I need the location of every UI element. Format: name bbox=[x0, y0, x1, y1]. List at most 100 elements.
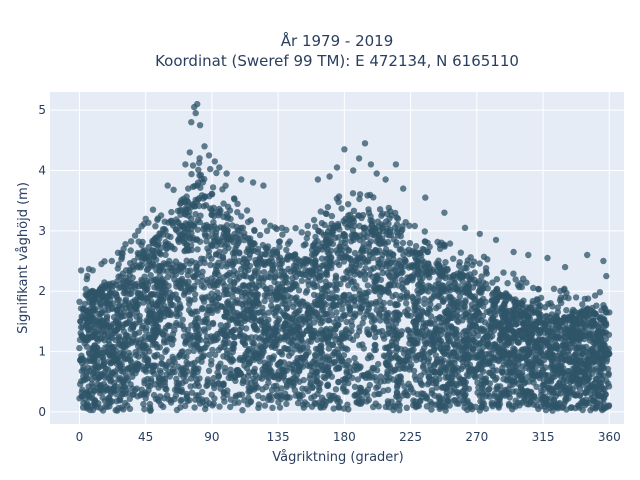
data-point bbox=[185, 288, 193, 295]
data-point bbox=[576, 392, 584, 399]
data-point bbox=[360, 230, 367, 237]
data-point bbox=[305, 305, 313, 312]
data-point bbox=[156, 267, 163, 275]
data-point bbox=[130, 322, 137, 329]
data-point bbox=[278, 385, 285, 392]
data-point bbox=[203, 382, 210, 390]
data-point bbox=[206, 351, 213, 358]
data-point bbox=[187, 267, 194, 274]
data-point bbox=[150, 367, 157, 374]
data-point bbox=[450, 300, 457, 307]
data-point bbox=[459, 278, 466, 285]
data-point bbox=[148, 298, 155, 305]
data-point bbox=[196, 238, 204, 245]
data-point bbox=[199, 305, 206, 313]
data-point bbox=[405, 380, 412, 387]
data-point bbox=[135, 362, 142, 369]
data-point bbox=[221, 313, 228, 320]
data-point bbox=[208, 206, 215, 214]
data-point bbox=[81, 357, 88, 364]
data-point bbox=[284, 321, 291, 328]
data-point bbox=[376, 291, 384, 299]
data-point bbox=[539, 368, 546, 375]
data-point bbox=[571, 345, 578, 352]
data-point bbox=[239, 338, 246, 346]
data-point bbox=[242, 351, 249, 358]
data-point bbox=[302, 289, 310, 296]
data-point bbox=[171, 358, 178, 366]
data-point bbox=[255, 282, 262, 289]
data-point bbox=[490, 341, 498, 348]
data-point bbox=[372, 341, 379, 349]
data-point bbox=[333, 274, 340, 281]
data-point bbox=[357, 387, 364, 394]
data-point bbox=[335, 234, 342, 241]
data-point bbox=[504, 376, 511, 383]
data-point bbox=[441, 308, 449, 316]
data-point bbox=[265, 396, 272, 404]
data-point bbox=[314, 272, 321, 279]
data-point bbox=[217, 330, 224, 337]
data-point bbox=[286, 285, 293, 292]
data-point bbox=[385, 309, 392, 317]
data-point bbox=[98, 362, 105, 369]
data-point bbox=[359, 247, 367, 255]
data-point bbox=[240, 282, 247, 289]
data-point bbox=[602, 309, 610, 316]
data-point bbox=[289, 275, 296, 282]
data-point bbox=[354, 376, 362, 383]
data-point bbox=[307, 269, 314, 276]
data-point bbox=[268, 354, 275, 362]
data-point bbox=[288, 349, 295, 357]
data-point bbox=[595, 381, 602, 389]
data-point bbox=[603, 377, 610, 384]
data-point bbox=[261, 323, 268, 330]
data-point bbox=[435, 303, 442, 310]
data-point bbox=[564, 326, 571, 334]
data-point bbox=[192, 211, 199, 218]
data-point bbox=[425, 379, 433, 386]
data-point bbox=[182, 338, 189, 345]
data-point bbox=[188, 215, 195, 222]
data-point bbox=[448, 323, 455, 331]
data-point bbox=[418, 381, 426, 389]
data-point bbox=[404, 353, 411, 360]
data-point bbox=[255, 404, 262, 411]
data-point bbox=[588, 346, 595, 353]
data-point bbox=[372, 228, 379, 236]
data-point bbox=[403, 391, 410, 399]
data-point bbox=[474, 280, 481, 287]
data-point bbox=[488, 316, 495, 323]
data-point bbox=[267, 274, 274, 281]
data-point bbox=[260, 337, 267, 344]
data-point bbox=[421, 300, 428, 307]
data-point bbox=[435, 286, 442, 293]
data-point bbox=[179, 316, 186, 323]
data-point bbox=[176, 352, 183, 359]
data-point bbox=[286, 394, 293, 401]
data-point bbox=[328, 301, 335, 309]
data-point bbox=[323, 271, 331, 279]
data-point bbox=[196, 260, 204, 267]
data-point bbox=[360, 240, 367, 248]
data-point bbox=[77, 318, 84, 325]
data-point bbox=[287, 339, 295, 347]
data-point bbox=[131, 387, 139, 394]
data-point bbox=[274, 294, 281, 301]
data-point bbox=[135, 329, 143, 336]
data-point bbox=[388, 331, 396, 339]
data-point bbox=[550, 390, 557, 397]
data-point bbox=[106, 403, 113, 410]
data-point bbox=[479, 392, 486, 399]
data-point bbox=[223, 322, 230, 329]
data-point bbox=[186, 332, 194, 339]
data-point bbox=[274, 281, 282, 288]
data-point bbox=[521, 348, 528, 356]
data-point bbox=[399, 239, 407, 247]
data-point bbox=[446, 360, 453, 367]
data-point bbox=[212, 232, 219, 239]
data-point bbox=[185, 278, 192, 285]
data-point bbox=[361, 276, 369, 283]
data-point bbox=[371, 346, 378, 354]
data-point bbox=[213, 225, 221, 232]
